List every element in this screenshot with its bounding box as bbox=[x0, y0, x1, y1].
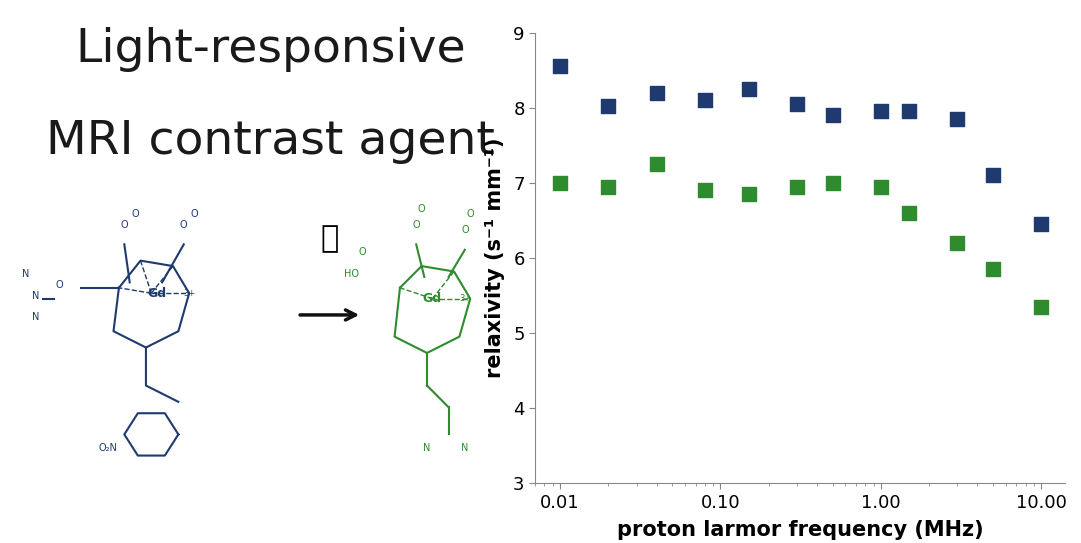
Point bbox=[900, 107, 918, 116]
Point bbox=[824, 111, 841, 119]
Text: O: O bbox=[190, 209, 199, 219]
Point bbox=[648, 89, 665, 97]
Point bbox=[600, 182, 617, 191]
Text: O₂N: O₂N bbox=[98, 443, 118, 453]
Text: O: O bbox=[55, 280, 64, 290]
X-axis label: proton larmor frequency (MHz): proton larmor frequency (MHz) bbox=[616, 520, 984, 540]
Text: O: O bbox=[131, 209, 139, 219]
Point bbox=[949, 238, 966, 247]
Point bbox=[600, 102, 617, 111]
Point bbox=[1032, 302, 1050, 311]
Point bbox=[824, 179, 841, 187]
Text: HO: HO bbox=[344, 269, 359, 279]
Text: 3+: 3+ bbox=[184, 289, 196, 298]
Text: O: O bbox=[412, 220, 421, 230]
Text: Gd: Gd bbox=[147, 287, 166, 300]
Point bbox=[1032, 220, 1050, 229]
Point bbox=[949, 115, 966, 123]
Text: O: O bbox=[179, 220, 188, 230]
Text: O: O bbox=[466, 209, 475, 219]
Point bbox=[900, 209, 918, 217]
Point bbox=[788, 182, 805, 191]
Y-axis label: relaxivity (s⁻¹ mm⁻¹): relaxivity (s⁻¹ mm⁻¹) bbox=[485, 138, 505, 378]
Text: N: N bbox=[462, 443, 468, 453]
Text: O: O bbox=[120, 220, 129, 230]
Text: MRI contrast agent: MRI contrast agent bbox=[45, 119, 495, 165]
Text: O: O bbox=[358, 247, 366, 257]
Text: 3+: 3+ bbox=[459, 294, 471, 303]
Text: Light-responsive: Light-responsive bbox=[75, 27, 466, 72]
Point bbox=[740, 85, 758, 93]
Point bbox=[551, 179, 569, 187]
Point bbox=[551, 62, 569, 71]
Text: 💡: 💡 bbox=[321, 224, 338, 254]
Point bbox=[872, 182, 890, 191]
Point bbox=[985, 171, 1002, 180]
Point bbox=[648, 160, 665, 168]
Text: N: N bbox=[32, 312, 40, 323]
Point bbox=[696, 96, 713, 105]
Text: N: N bbox=[32, 291, 40, 301]
Text: Gd: Gd bbox=[423, 292, 442, 305]
Point bbox=[788, 99, 805, 108]
Point bbox=[985, 265, 1002, 274]
Point bbox=[696, 186, 713, 195]
Text: O: O bbox=[417, 204, 426, 214]
Point bbox=[740, 190, 758, 198]
Point bbox=[872, 107, 890, 116]
Text: N: N bbox=[22, 269, 29, 279]
Text: N: N bbox=[424, 443, 430, 453]
Text: O: O bbox=[461, 225, 469, 236]
